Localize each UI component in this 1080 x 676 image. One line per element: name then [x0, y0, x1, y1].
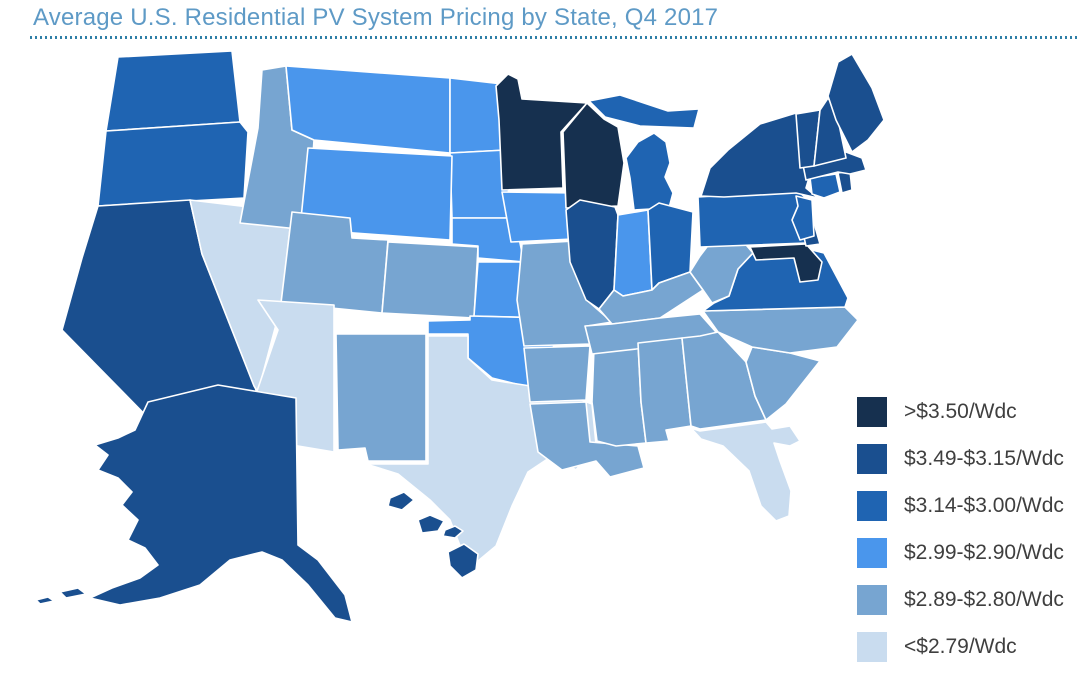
state-arkansas [523, 345, 591, 403]
dotted-divider [30, 36, 1080, 39]
state-connecticut [809, 173, 841, 199]
state-north-carolina [702, 306, 859, 354]
state-maryland [749, 243, 823, 283]
state-hawaii-big-island [447, 543, 479, 579]
state-shapes [35, 50, 885, 623]
state-pennsylvania [697, 190, 809, 248]
legend-row: $3.49-$3.15/Wdc [857, 444, 1064, 474]
state-florida [690, 421, 801, 522]
state-michigan [625, 132, 674, 211]
legend-label: $2.99-$2.90/Wdc [904, 541, 1064, 564]
state-indiana [613, 209, 653, 297]
state-michigan-upper-peninsula [588, 94, 700, 129]
state-colorado [381, 241, 479, 319]
state-south-carolina [745, 346, 821, 421]
state-hawaii-maui [442, 525, 464, 539]
legend-row: >$3.50/Wdc [857, 397, 1064, 427]
state-alaska-aleutian-island-1 [59, 587, 87, 599]
legend-label: $3.14-$3.00/Wdc [904, 494, 1064, 517]
map-legend: >$3.50/Wdc $3.49-$3.15/Wdc $3.14-$3.00/W… [857, 397, 1064, 662]
legend-row: $2.89-$2.80/Wdc [857, 585, 1064, 615]
legend-swatch-medium-blue [857, 491, 887, 521]
state-new-jersey [791, 195, 815, 241]
state-hawaii-oahu [417, 514, 445, 534]
state-maine [827, 53, 885, 153]
state-washington [105, 50, 241, 132]
legend-swatch-dark-blue [857, 444, 887, 474]
page-title: Average U.S. Residential PV System Prici… [33, 4, 719, 31]
state-louisiana [529, 401, 645, 478]
state-new-mexico [335, 333, 427, 462]
state-tennessee [584, 313, 717, 355]
state-alaska-aleutian-island-2 [35, 596, 55, 605]
legend-row: $2.99-$2.90/Wdc [857, 538, 1064, 568]
legend-label: $2.89-$2.80/Wdc [904, 588, 1064, 611]
state-montana [285, 65, 451, 154]
legend-label: <$2.79/Wdc [904, 635, 1017, 658]
legend-label: >$3.50/Wdc [904, 400, 1017, 423]
state-hawaii-kauai [387, 491, 415, 511]
legend-row: $3.14-$3.00/Wdc [857, 491, 1064, 521]
state-mississippi [591, 342, 647, 447]
legend-swatch-pale-blue [857, 632, 887, 662]
legend-label: $3.49-$3.15/Wdc [904, 447, 1064, 470]
legend-row: <$2.79/Wdc [857, 632, 1064, 662]
state-alaska [89, 384, 353, 623]
legend-swatch-steel-blue [857, 585, 887, 615]
state-new-hampshire [813, 97, 847, 167]
legend-swatch-darkest-navy [857, 397, 887, 427]
legend-swatch-bright-blue [857, 538, 887, 568]
state-oregon [97, 121, 249, 207]
